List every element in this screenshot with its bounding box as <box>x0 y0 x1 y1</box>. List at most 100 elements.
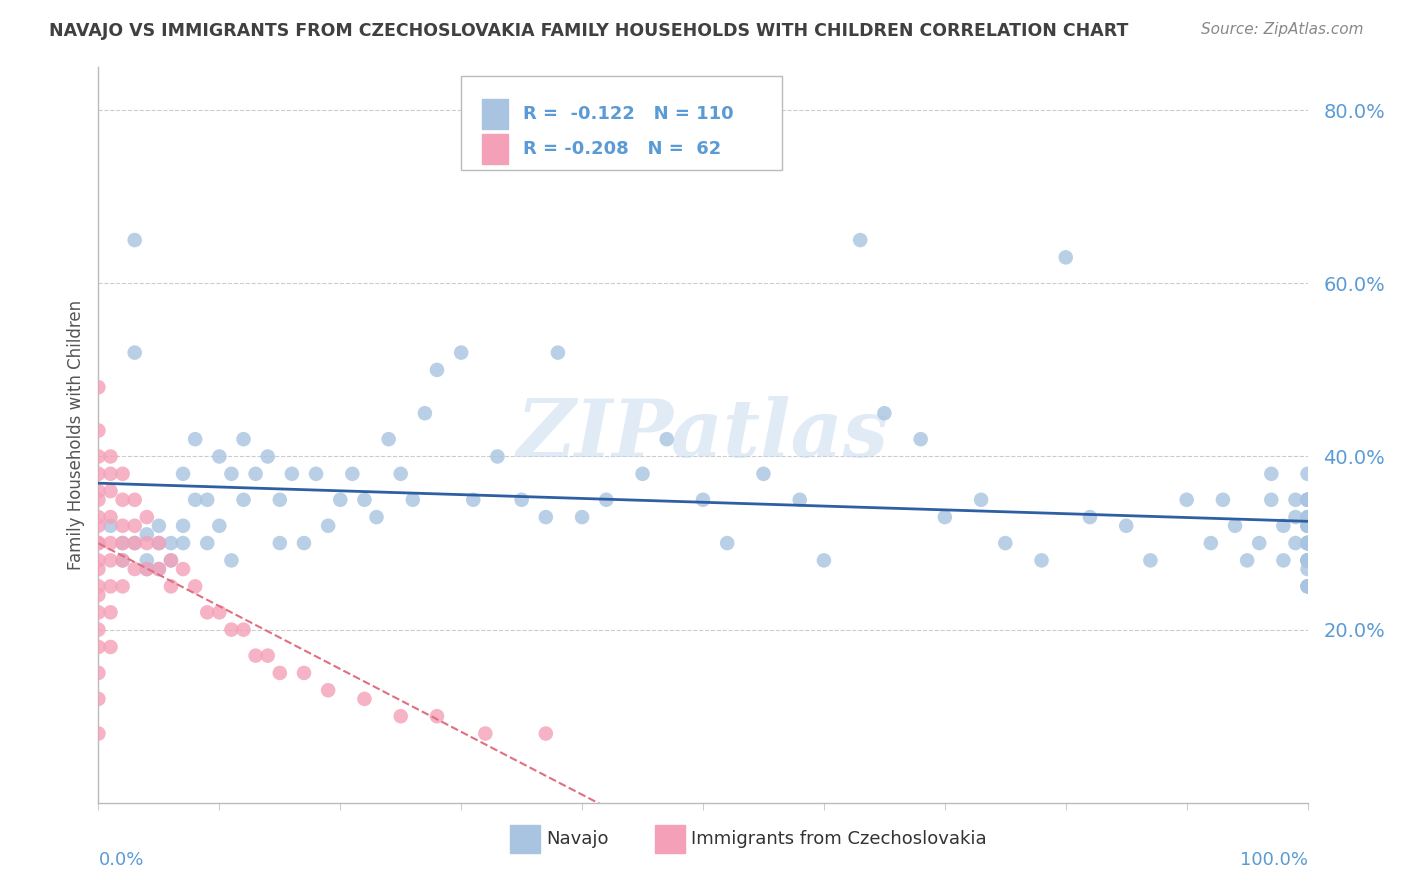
Point <box>389 467 412 481</box>
Point <box>1296 536 1319 550</box>
Point <box>87 579 110 593</box>
Point <box>87 726 110 740</box>
Point <box>316 518 339 533</box>
Point <box>100 579 122 593</box>
Point <box>148 562 170 576</box>
Point <box>692 492 714 507</box>
Point <box>100 518 122 533</box>
Point <box>1296 510 1319 524</box>
Point <box>111 518 134 533</box>
Point <box>1296 553 1319 567</box>
Point <box>100 553 122 567</box>
Point <box>353 692 375 706</box>
Point <box>111 579 134 593</box>
Point <box>281 467 304 481</box>
Point <box>221 553 243 567</box>
Point <box>87 536 110 550</box>
Point <box>184 492 207 507</box>
Point <box>111 553 134 567</box>
Y-axis label: Family Households with Children: Family Households with Children <box>66 300 84 570</box>
Point <box>100 536 122 550</box>
Point <box>111 536 134 550</box>
Point <box>716 536 738 550</box>
Point <box>342 467 364 481</box>
Point <box>1296 579 1319 593</box>
Point <box>1272 518 1295 533</box>
Text: R =  -0.122   N = 110: R = -0.122 N = 110 <box>523 105 734 123</box>
Text: ZIPatlas: ZIPatlas <box>517 396 889 474</box>
Point <box>148 536 170 550</box>
Point <box>135 510 157 524</box>
Point <box>595 492 617 507</box>
Point <box>1296 467 1319 481</box>
Point <box>87 536 110 550</box>
Text: Source: ZipAtlas.com: Source: ZipAtlas.com <box>1201 22 1364 37</box>
Point <box>208 450 231 464</box>
Point <box>184 432 207 446</box>
Point <box>87 424 110 438</box>
Point <box>87 605 110 619</box>
Point <box>87 640 110 654</box>
Point <box>135 562 157 576</box>
Point <box>172 518 194 533</box>
Point <box>87 562 110 576</box>
Point <box>463 492 485 507</box>
Point <box>474 726 496 740</box>
Point <box>849 233 872 247</box>
Point <box>655 432 678 446</box>
Point <box>160 536 183 550</box>
Point <box>100 484 122 499</box>
Point <box>547 345 569 359</box>
Point <box>1223 518 1246 533</box>
Point <box>148 536 170 550</box>
Point <box>426 709 449 723</box>
Point <box>1284 536 1306 550</box>
Point <box>135 536 157 550</box>
Point <box>135 553 157 567</box>
Point <box>160 579 183 593</box>
Point <box>389 709 412 723</box>
Point <box>232 492 254 507</box>
Point <box>413 406 436 420</box>
Point <box>353 492 375 507</box>
Point <box>184 579 207 593</box>
Point <box>100 467 122 481</box>
Text: R = -0.208   N =  62: R = -0.208 N = 62 <box>523 140 721 158</box>
Point <box>124 536 146 550</box>
Point <box>1296 492 1319 507</box>
Text: Navajo: Navajo <box>546 830 609 848</box>
Point <box>1078 510 1101 524</box>
Point <box>1296 518 1319 533</box>
Point <box>87 467 110 481</box>
Point <box>87 518 110 533</box>
Point <box>1115 518 1137 533</box>
Point <box>124 233 146 247</box>
Point <box>486 450 509 464</box>
Point <box>148 518 170 533</box>
Point <box>111 467 134 481</box>
Point <box>245 648 267 663</box>
Point <box>100 510 122 524</box>
Point <box>910 432 932 446</box>
Bar <box>482 134 509 163</box>
Point <box>87 484 110 499</box>
Point <box>124 345 146 359</box>
Point <box>100 450 122 464</box>
Point <box>172 562 194 576</box>
Point <box>1284 492 1306 507</box>
Point <box>1054 251 1077 265</box>
Point <box>1296 492 1319 507</box>
Point <box>269 665 291 680</box>
Point <box>305 467 328 481</box>
Text: 0.0%: 0.0% <box>98 851 143 869</box>
Point <box>1260 492 1282 507</box>
Point <box>752 467 775 481</box>
Point <box>402 492 425 507</box>
Point <box>813 553 835 567</box>
Point <box>111 553 134 567</box>
Point <box>1284 510 1306 524</box>
Point <box>631 467 654 481</box>
Point <box>87 510 110 524</box>
Point <box>256 450 278 464</box>
Point <box>269 536 291 550</box>
